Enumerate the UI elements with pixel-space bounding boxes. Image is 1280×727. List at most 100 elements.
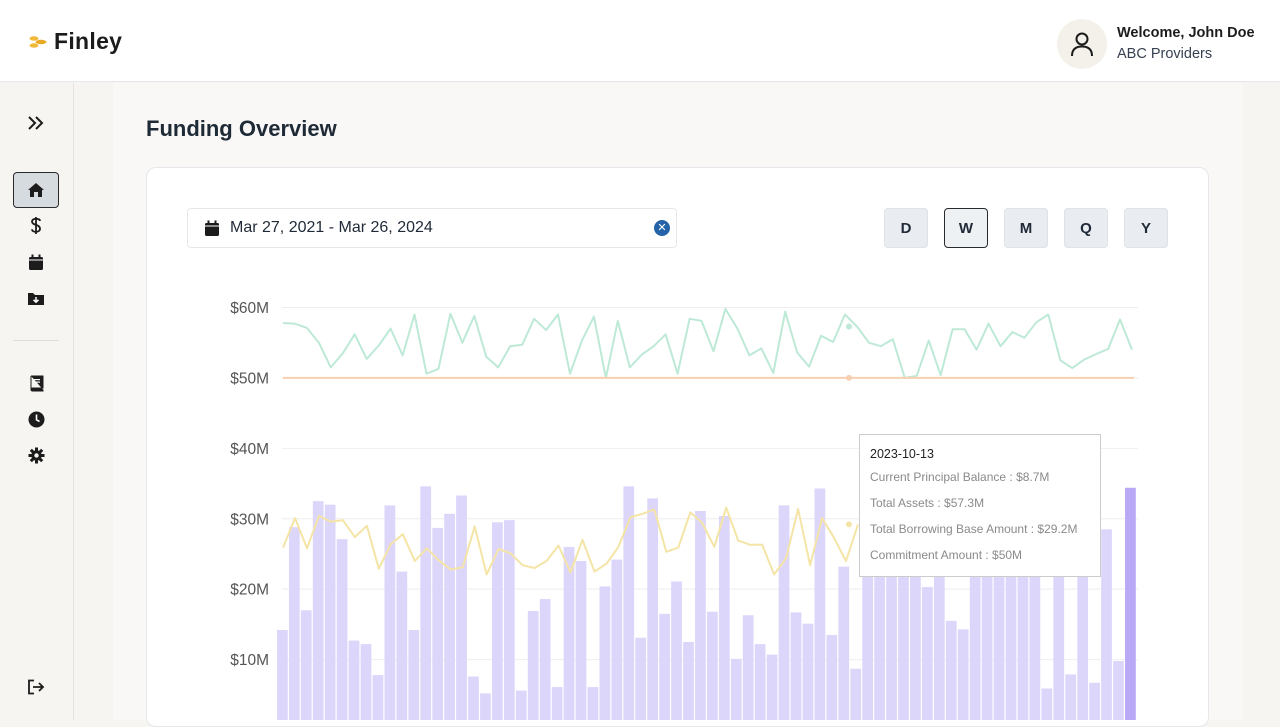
total-assets-line [282, 307, 1133, 379]
chart-bar [707, 611, 718, 720]
dollar-icon [31, 217, 41, 234]
chart-bar [826, 634, 838, 720]
sidebar-expand-button[interactable] [13, 105, 59, 141]
chart-bar [1065, 674, 1077, 720]
chart-bar [551, 687, 563, 720]
chart-bar [969, 541, 981, 720]
chart-bar [360, 644, 372, 720]
logout-button[interactable] [13, 669, 59, 705]
chart-bar [563, 546, 575, 720]
top-bar: Finley Welcome, John Doe ABC Providers [0, 0, 1280, 82]
chart-bar [420, 486, 432, 720]
chart-bar [1041, 688, 1053, 720]
gear-icon [28, 447, 44, 463]
period-button-year[interactable]: Y [1124, 208, 1168, 248]
chart-bar [1077, 545, 1089, 720]
sidebar-item-funding[interactable] [13, 208, 59, 244]
sidebar-item-settings[interactable] [13, 437, 59, 473]
book-icon [29, 375, 43, 391]
hover-marker [846, 323, 852, 330]
chart-bar [910, 558, 921, 720]
clock-icon [28, 411, 44, 427]
chart-bar [1005, 568, 1017, 720]
chart-bar [957, 629, 969, 720]
chart-bar [1089, 682, 1100, 720]
chart-bar [408, 630, 420, 720]
logout-icon [28, 679, 45, 695]
chart-bar [468, 676, 479, 720]
chart-bar [288, 527, 300, 720]
period-button-week[interactable]: W [944, 208, 988, 248]
user-menu[interactable]: Welcome, John Doe ABC Providers [1057, 19, 1255, 69]
period-label: W [958, 219, 974, 237]
user-info: Welcome, John Doe ABC Providers [1117, 23, 1255, 65]
y-tick-label: $30M [230, 511, 269, 528]
sidebar-item-reports[interactable] [13, 365, 59, 401]
chart-bar [718, 515, 730, 720]
chart-bar [575, 561, 587, 720]
chart-bar [659, 613, 670, 720]
chart-bar [683, 641, 694, 720]
chart-bar [300, 610, 312, 720]
chart-bar [348, 640, 360, 720]
period-button-day[interactable]: D [884, 208, 928, 248]
organization-name: ABC Providers [1117, 46, 1213, 62]
finley-logo-icon [29, 35, 47, 48]
app-name: Finley [54, 28, 123, 54]
y-tick-label: $50M [230, 370, 269, 387]
sidebar-item-documents[interactable] [13, 280, 59, 316]
date-range-value: Mar 27, 2021 - Mar 26, 2024 [230, 219, 433, 236]
chart-bar [790, 612, 802, 720]
user-icon [1071, 32, 1093, 57]
chart-bar [730, 658, 742, 720]
chart-bar [933, 569, 945, 720]
tooltip-borrowing-base: Total Borrowing Base Amount : $29.2M [870, 522, 1078, 536]
chart-bar [671, 581, 682, 720]
calendar-icon [205, 220, 219, 236]
tooltip-total-assets: Total Assets : $57.3M [870, 496, 985, 510]
period-label: Q [1080, 219, 1092, 237]
sidebar-item-history[interactable] [13, 401, 59, 437]
chart-bar [503, 520, 515, 720]
chart-bar [1113, 660, 1124, 720]
chart-bar [778, 505, 790, 720]
period-label: M [1019, 219, 1033, 237]
chart-tooltip: 2023-10-13 Current Principal Balance : $… [859, 434, 1101, 577]
chart-bar [480, 693, 491, 720]
chart-bar [432, 527, 444, 720]
chart-bar [312, 501, 324, 720]
y-tick-label: $40M [230, 441, 269, 458]
tooltip-principal-balance: Current Principal Balance : $8.7M [870, 470, 1050, 484]
chart-bar [850, 668, 862, 720]
sidebar-divider [13, 340, 59, 341]
period-label: D [900, 219, 912, 237]
clear-date-range-button[interactable]: ✕ [654, 220, 670, 236]
sidebar-item-home[interactable] [13, 172, 59, 208]
expand-icon [28, 116, 44, 130]
chart-bar [336, 539, 348, 720]
chart-bar [1125, 487, 1136, 720]
borrowing-base-line [282, 506, 859, 576]
chart-bar [635, 637, 647, 720]
period-button-month[interactable]: M [1004, 208, 1048, 248]
chart-bar [396, 571, 408, 720]
sidebar-item-calendar[interactable] [13, 244, 59, 280]
home-icon [28, 183, 44, 197]
chart-bar [1029, 565, 1041, 720]
date-range-picker[interactable]: Mar 27, 2021 - Mar 26, 2024 ✕ [187, 208, 677, 248]
chart-bar [444, 513, 455, 720]
finley-logo[interactable]: Finley [28, 28, 122, 55]
chart-bar [922, 587, 933, 720]
chart-bar [647, 498, 659, 720]
period-button-quarter[interactable]: Q [1064, 208, 1108, 248]
avatar[interactable] [1057, 19, 1107, 69]
chart-bar [886, 572, 897, 720]
y-tick-label: $10M [230, 652, 269, 669]
chart-bar [1101, 529, 1112, 720]
chart-bar [324, 504, 336, 720]
chart-bar [611, 559, 623, 720]
hover-marker [846, 521, 852, 528]
hover-marker [846, 374, 852, 381]
chart-bar [898, 566, 909, 720]
